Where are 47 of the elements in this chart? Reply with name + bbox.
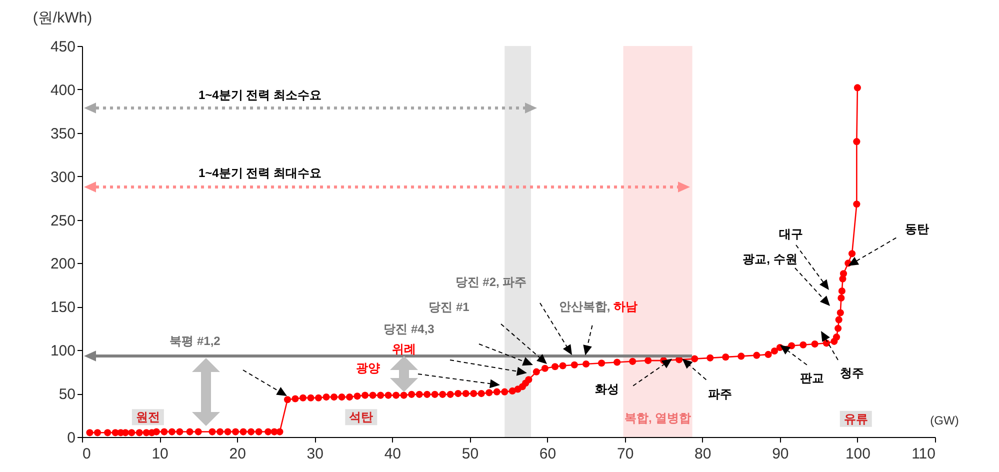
annotation: 당진 #4,3: [384, 322, 435, 336]
annotation: 북평 #1,2: [170, 334, 221, 348]
annotation: 광양: [356, 361, 380, 375]
y-tick-label: 200: [50, 256, 76, 273]
annotation: 원전: [136, 410, 160, 424]
y-tick-label: 100: [50, 342, 76, 360]
y-tick-label: 250: [50, 212, 76, 230]
x-tick-label: 60: [539, 446, 556, 462]
annotation: 1~4분기 전력 최대수요: [198, 166, 322, 180]
x-tick-label: 50: [462, 446, 479, 462]
band-label: 복합, 열병합: [624, 411, 692, 425]
x-tick-label: 20: [229, 446, 246, 462]
label-tag: 유류: [840, 410, 872, 427]
x-tick-label: 90: [772, 446, 789, 462]
y-axis-title: (원/kWh): [32, 10, 92, 26]
annotation: 파주: [708, 386, 732, 401]
x-tick-label: 40: [384, 446, 402, 462]
x-tick-label: 30: [306, 446, 324, 462]
x-tick-label: 110: [912, 446, 936, 462]
annotation: 화성: [595, 382, 620, 396]
y-tick-label: 400: [50, 82, 76, 99]
label-tag: 원전: [132, 409, 164, 426]
annotation: 유류: [844, 412, 868, 426]
annotation: 청주: [840, 366, 864, 380]
x-tick-label: 80: [694, 446, 712, 462]
annotation: 대구: [779, 227, 803, 241]
annotation: 안산복합, 하남: [558, 299, 638, 314]
annotation: 위례: [392, 342, 416, 356]
y-tick-label: 450: [50, 38, 76, 56]
annotation: 석탄: [349, 410, 374, 424]
annotation: 판교: [800, 370, 824, 385]
x-tick-label: 70: [616, 446, 634, 462]
y-tick-label: 350: [50, 125, 76, 142]
y-tick-label: 300: [50, 168, 76, 186]
y-tick-label: 50: [58, 386, 76, 404]
y-tick-label: 150: [50, 299, 76, 316]
x-axis-title: (GW): [930, 414, 959, 428]
x-tick-label: 100: [845, 446, 870, 462]
x-tick-label: 0: [82, 446, 91, 462]
label-tag: 석탄: [345, 409, 378, 426]
annotation: 1~4분기 전력 최소수요: [198, 88, 322, 102]
annotation: 광교, 수원: [742, 252, 798, 266]
annotation: 당진 #1: [428, 300, 470, 314]
y-tick-label: 0: [67, 430, 76, 446]
annotation: 동탄: [905, 222, 930, 236]
annotation: 당진 #2, 파주: [455, 275, 527, 289]
x-tick-label: 10: [152, 446, 168, 462]
